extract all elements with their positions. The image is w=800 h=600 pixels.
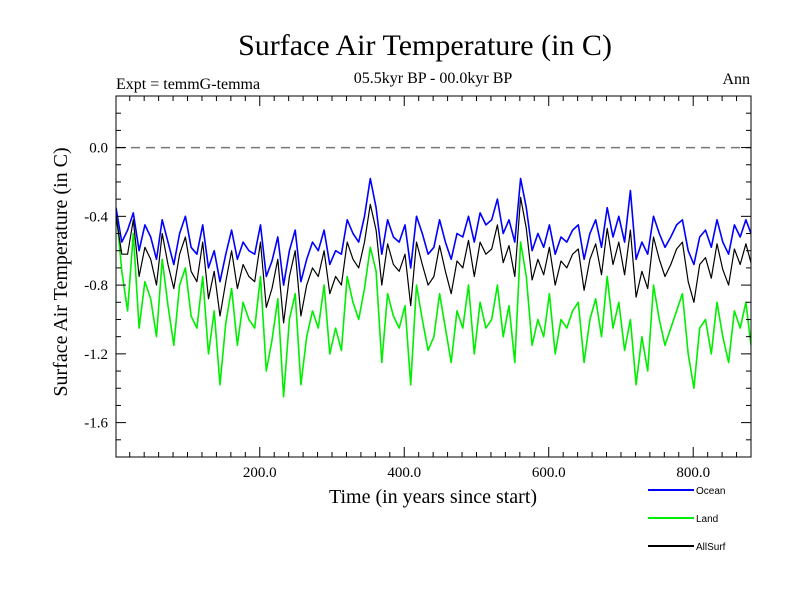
y-tick-label: -0.8 <box>84 278 108 294</box>
y-tick-label: 0.0 <box>89 141 108 157</box>
y-tick-label: -0.4 <box>84 209 108 225</box>
legend-label-allsurf: AllSurf <box>696 542 726 553</box>
series-line-allsurf <box>116 196 751 324</box>
period-subtitle: 05.5kyr BP - 00.0kyr BP <box>354 70 513 87</box>
expt-label: Expt = temmG-temma <box>116 76 260 93</box>
legend-label-ocean: Ocean <box>696 486 725 497</box>
x-axis-label: Time (in years since start) <box>329 486 537 508</box>
series-line-land <box>116 207 751 398</box>
x-tick-label: 200.0 <box>243 465 277 481</box>
y-tick-label: -1.2 <box>84 347 108 363</box>
chart-title: Surface Air Temperature (in C) <box>238 29 612 62</box>
season-label: Ann <box>722 71 750 88</box>
x-tick-label: 800.0 <box>676 465 710 481</box>
tick-layer: 200.0 400.0 600.0 800.0 0.0 -0.4 -0.8 -1.2 -1.6 <box>84 96 752 481</box>
y-axis-label: Surface Air Temperature (in C) <box>50 147 72 396</box>
legend-label-land: Land <box>696 514 718 525</box>
x-tick-label: 400.0 <box>387 465 421 481</box>
legend: Ocean Land AllSurf <box>648 486 726 553</box>
y-tick-label: -1.6 <box>84 416 108 432</box>
series-layer <box>116 177 751 398</box>
x-tick-label: 600.0 <box>532 465 566 481</box>
series-line-ocean <box>116 177 751 286</box>
